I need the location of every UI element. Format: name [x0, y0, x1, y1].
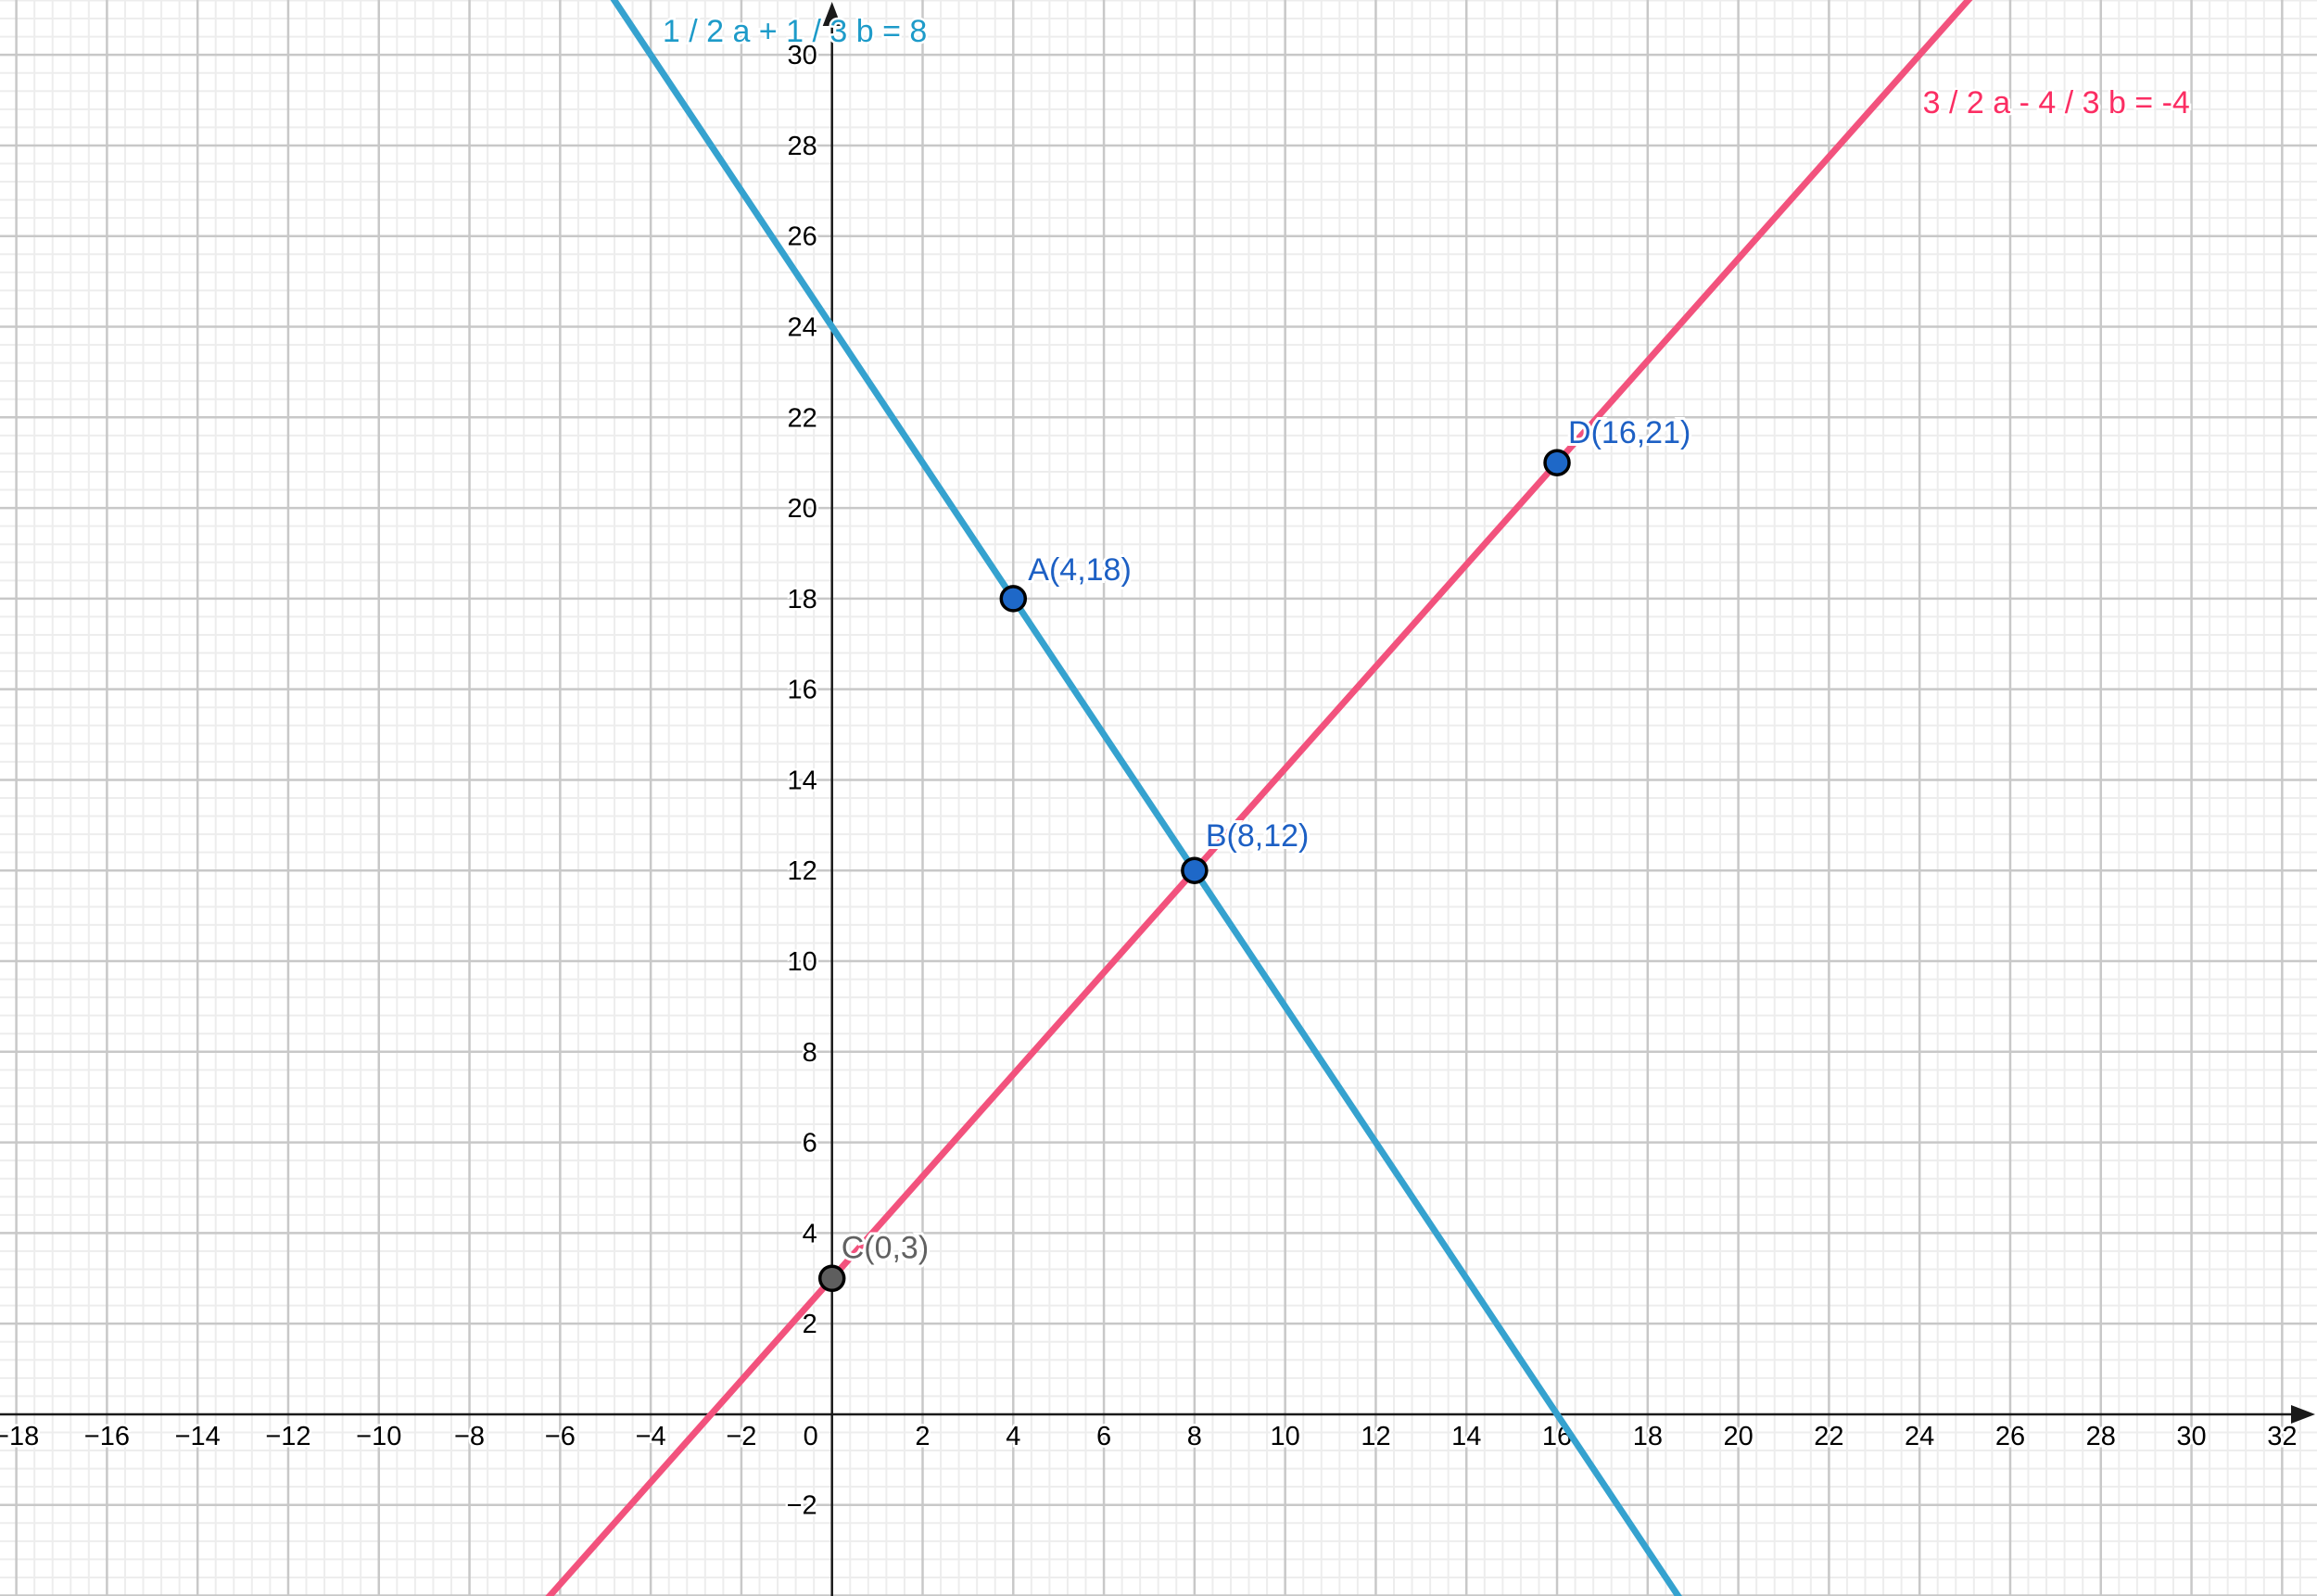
- x-tick-label: 28: [2086, 1422, 2116, 1451]
- y-tick-label: 10: [787, 947, 817, 977]
- x-tick-label: −16: [84, 1422, 130, 1451]
- y-tick-label: 28: [787, 132, 817, 161]
- y-tick-label: 18: [787, 585, 817, 614]
- y-tick-label: 2: [803, 1310, 817, 1339]
- x-tick-label: 26: [1995, 1422, 2025, 1451]
- x-tick-label: 12: [1361, 1422, 1390, 1451]
- y-tick-label: 20: [787, 494, 817, 524]
- x-tick-label: −2: [726, 1422, 756, 1451]
- x-tick-label: −4: [636, 1422, 666, 1451]
- point-label-D: D(16,21): [1568, 415, 1690, 450]
- x-tick-label: 6: [1096, 1422, 1111, 1451]
- x-tick-label: 18: [1633, 1422, 1663, 1451]
- y-tick-label: 6: [803, 1129, 817, 1159]
- point-label-C: C(0,3): [842, 1230, 929, 1265]
- y-tick-label: 26: [787, 222, 817, 252]
- x-tick-label: −6: [545, 1422, 576, 1451]
- x-tick-label: 2: [915, 1422, 930, 1451]
- x-tick-label: −14: [175, 1422, 221, 1451]
- x-tick-label: 30: [2176, 1422, 2206, 1451]
- x-tick-label: −8: [454, 1422, 485, 1451]
- x-tick-label: −18: [0, 1422, 39, 1451]
- point-B[interactable]: [1181, 856, 1209, 884]
- origin-label: 0: [804, 1422, 818, 1451]
- x-tick-label: 14: [1451, 1422, 1481, 1451]
- y-tick-label: 8: [803, 1038, 817, 1068]
- y-tick-label: 16: [787, 676, 817, 705]
- line-b-equation-label: 3 / 2 a - 4 / 3 b = -4: [1923, 85, 2190, 120]
- point-D[interactable]: [1543, 449, 1571, 476]
- x-tick-label: 24: [1905, 1422, 1934, 1451]
- x-tick-label: −12: [265, 1422, 310, 1451]
- y-tick-label: 12: [787, 856, 817, 886]
- x-tick-label: 8: [1187, 1422, 1202, 1451]
- x-tick-label: 22: [1814, 1422, 1843, 1451]
- y-tick-label: −2: [787, 1491, 817, 1521]
- line-a-equation-label: 1 / 2 a + 1 / 3 b = 8: [663, 14, 927, 49]
- y-tick-label: 22: [787, 403, 817, 433]
- y-tick-label: 24: [787, 313, 817, 343]
- y-tick-label: 14: [787, 766, 817, 795]
- x-axis-arrow-icon: [2291, 1404, 2315, 1424]
- point-A[interactable]: [999, 585, 1028, 613]
- point-label-A: A(4,18): [1028, 552, 1132, 588]
- x-tick-label: 4: [1006, 1422, 1020, 1451]
- x-tick-label: 20: [1723, 1422, 1753, 1451]
- y-axis-arrow-icon: [822, 2, 842, 26]
- x-tick-label: 10: [1271, 1422, 1300, 1451]
- y-tick-label: 4: [803, 1219, 817, 1248]
- x-tick-label: −10: [356, 1422, 401, 1451]
- y-tick-label: 30: [787, 41, 817, 70]
- point-label-B: B(8,12): [1206, 818, 1310, 854]
- x-tick-label: 32: [2267, 1422, 2297, 1451]
- point-C[interactable]: [817, 1264, 846, 1293]
